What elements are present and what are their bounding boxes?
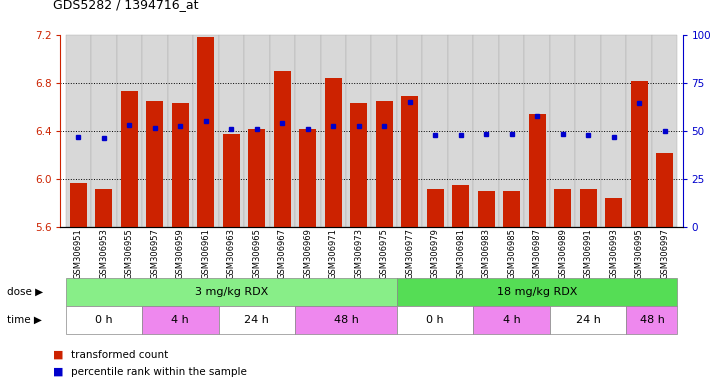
Bar	[499, 35, 525, 227]
Bar	[121, 91, 137, 227]
Text: ■: ■	[53, 367, 64, 377]
Bar	[65, 35, 91, 227]
Text: 4 h: 4 h	[171, 315, 189, 325]
Bar	[402, 96, 418, 227]
Bar	[601, 35, 626, 227]
Text: percentile rank within the sample: percentile rank within the sample	[71, 367, 247, 377]
Bar	[95, 189, 112, 227]
Bar	[223, 134, 240, 227]
Bar	[193, 35, 218, 227]
Bar	[452, 185, 469, 227]
Text: time ▶: time ▶	[7, 315, 42, 325]
Text: 0 h: 0 h	[427, 315, 444, 325]
Bar	[503, 190, 520, 227]
Bar	[631, 81, 648, 227]
Bar	[371, 35, 397, 227]
Text: 0 h: 0 h	[95, 315, 112, 325]
Bar	[274, 71, 291, 227]
Bar	[376, 101, 392, 227]
Bar	[351, 103, 367, 227]
Text: 4 h: 4 h	[503, 315, 520, 325]
Bar	[448, 35, 474, 227]
Bar	[652, 35, 678, 227]
Bar	[91, 35, 117, 227]
Bar	[580, 189, 597, 227]
Bar	[525, 35, 550, 227]
Text: 24 h: 24 h	[576, 315, 601, 325]
Bar	[244, 35, 269, 227]
Text: 24 h: 24 h	[245, 315, 269, 325]
Bar	[198, 37, 214, 227]
Bar	[474, 35, 499, 227]
Text: 48 h: 48 h	[333, 315, 358, 325]
Bar	[575, 35, 601, 227]
Bar	[218, 35, 244, 227]
Bar	[299, 129, 316, 227]
Bar	[168, 35, 193, 227]
Text: GDS5282 / 1394716_at: GDS5282 / 1394716_at	[53, 0, 199, 12]
Text: ■: ■	[53, 350, 64, 360]
Bar	[142, 35, 168, 227]
Bar	[117, 35, 142, 227]
Bar	[346, 35, 371, 227]
Bar	[427, 189, 444, 227]
Bar	[555, 189, 571, 227]
Bar	[626, 35, 652, 227]
Text: 3 mg/kg RDX: 3 mg/kg RDX	[195, 287, 268, 297]
Bar	[606, 198, 622, 227]
Bar	[478, 190, 495, 227]
Bar	[550, 35, 575, 227]
Bar	[321, 35, 346, 227]
Text: 48 h: 48 h	[639, 315, 664, 325]
Text: dose ▶: dose ▶	[7, 287, 43, 297]
Bar	[269, 35, 295, 227]
Text: 18 mg/kg RDX: 18 mg/kg RDX	[497, 287, 577, 297]
Bar	[529, 114, 545, 227]
Bar	[397, 35, 422, 227]
Bar	[146, 101, 163, 227]
Bar	[172, 103, 188, 227]
Bar	[422, 35, 448, 227]
Bar	[325, 78, 341, 227]
Bar	[656, 153, 673, 227]
Bar	[248, 129, 265, 227]
Bar	[70, 183, 87, 227]
Bar	[295, 35, 321, 227]
Text: transformed count: transformed count	[71, 350, 169, 360]
